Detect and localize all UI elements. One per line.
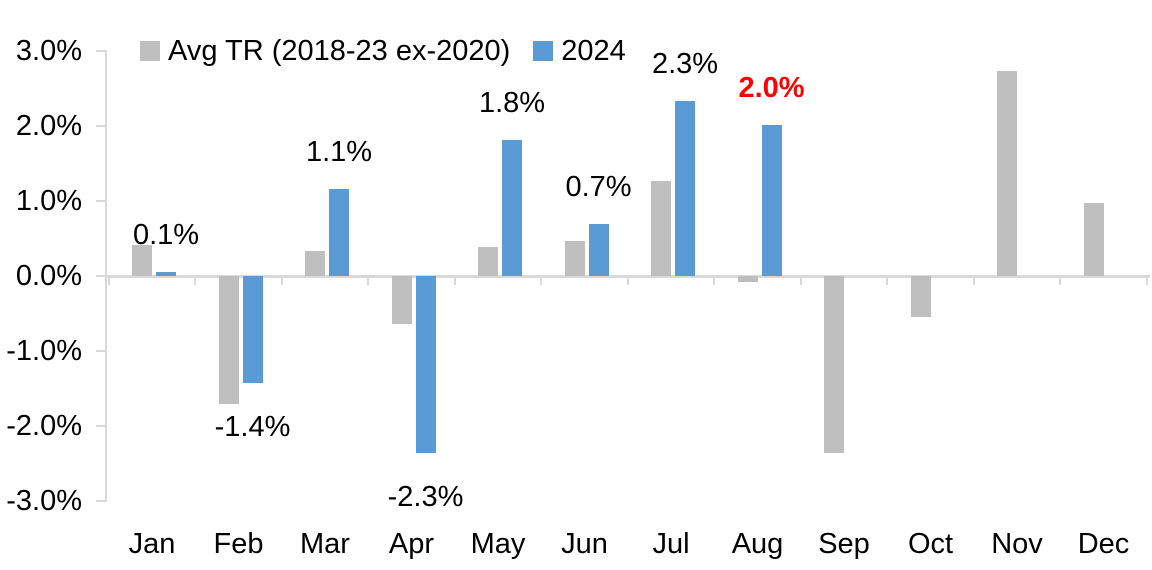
bar-avg-tr-sep — [824, 276, 844, 453]
bar-avg-tr-feb — [218, 276, 239, 405]
bar-avg-tr-nov — [997, 70, 1017, 276]
x-axis-tick-mark — [1145, 277, 1148, 285]
x-axis-tick-mark — [799, 277, 802, 285]
bar-avg-tr-mar — [305, 251, 325, 276]
x-axis-tick-mark — [280, 277, 283, 285]
y-axis-tick-label: 3.0% — [15, 35, 82, 67]
y-axis-tick-label: 0.0% — [15, 260, 82, 292]
legend-swatch-avg-tr — [140, 41, 160, 61]
bar-avg-tr-jun — [564, 240, 585, 276]
x-axis-month-label: Aug — [731, 528, 784, 560]
bar-2024-apr — [415, 276, 436, 453]
bar-avg-tr-may — [478, 246, 498, 276]
bar-avg-tr-apr — [391, 276, 412, 324]
x-axis-month-label: Dec — [1077, 528, 1130, 560]
x-axis-tick-mark — [107, 277, 110, 285]
data-label-may: 1.8% — [478, 86, 546, 119]
x-axis-tick-mark — [1059, 277, 1062, 285]
y-axis-tick-mark — [96, 200, 106, 202]
y-axis-tick-label: -3.0% — [6, 485, 82, 517]
legend-label-avg-tr: Avg TR (2018-23 ex-2020) — [168, 35, 511, 67]
y-axis-tick-mark — [96, 275, 106, 277]
y-axis-tick-label: 2.0% — [15, 110, 82, 142]
y-axis-tick-label: -2.0% — [6, 410, 82, 442]
legend-item-avg-tr: Avg TR (2018-23 ex-2020) — [140, 33, 510, 69]
data-label-mar: 1.1% — [305, 136, 373, 168]
x-axis-month-label: Oct — [907, 528, 954, 560]
chart-legend: Avg TR (2018-23 ex-2020) 2024 — [140, 33, 626, 69]
bar-2024-jul — [675, 101, 695, 276]
x-axis-month-label: Feb — [213, 528, 264, 560]
y-axis-tick-mark — [96, 350, 106, 352]
y-axis-tick-mark — [96, 125, 106, 127]
x-axis-tick-mark — [453, 277, 456, 285]
data-label-jan: 0.1% — [132, 218, 200, 251]
x-axis-tick-mark — [367, 277, 370, 285]
bar-2024-feb — [242, 276, 263, 384]
x-axis-tick-mark — [972, 277, 975, 285]
bar-2024-mar — [329, 189, 349, 276]
bar-2024-jun — [588, 224, 609, 276]
bar-2024-may — [502, 139, 522, 276]
x-axis-tick-mark — [194, 277, 197, 285]
y-axis-tick-label: 1.0% — [15, 185, 82, 217]
data-label-aug: 2.0% — [738, 71, 805, 104]
legend-swatch-2024 — [533, 41, 554, 61]
x-axis-month-label: Jul — [652, 528, 690, 560]
x-axis-month-label: Mar — [300, 528, 350, 560]
bar-avg-tr-dec — [1083, 203, 1104, 276]
bar-avg-tr-jul — [651, 180, 671, 276]
y-axis-tick-mark — [96, 50, 106, 52]
bar-avg-tr-oct — [910, 276, 931, 318]
bar-2024-jan — [156, 271, 176, 276]
y-axis-tick-label: -1.0% — [6, 335, 82, 367]
x-axis-month-label: Sep — [818, 528, 870, 560]
y-axis-tick-mark — [96, 500, 106, 502]
bar-2024-aug — [761, 124, 782, 276]
data-label-jul: 2.3% — [651, 48, 719, 81]
x-axis-tick-mark — [886, 277, 889, 285]
x-axis-month-label: Apr — [388, 528, 435, 560]
x-axis-tick-mark — [540, 277, 543, 285]
data-label-jun: 0.7% — [565, 171, 632, 204]
bar-avg-tr-jan — [132, 244, 152, 276]
legend-item-2024: 2024 — [533, 33, 626, 69]
x-axis-tick-mark — [713, 277, 716, 285]
bar-avg-tr-aug — [737, 276, 758, 282]
data-label-feb: -1.4% — [214, 411, 291, 444]
x-axis-line — [105, 274, 1150, 278]
x-axis-month-label: Nov — [991, 528, 1043, 560]
legend-label-2024: 2024 — [561, 35, 626, 67]
x-axis-month-label: May — [470, 528, 526, 560]
y-axis-tick-mark — [96, 425, 106, 427]
data-label-apr: -2.3% — [387, 481, 464, 513]
x-axis-tick-mark — [626, 277, 629, 285]
x-axis-month-label: Jan — [128, 528, 176, 560]
x-axis-month-label: Jun — [561, 528, 608, 560]
